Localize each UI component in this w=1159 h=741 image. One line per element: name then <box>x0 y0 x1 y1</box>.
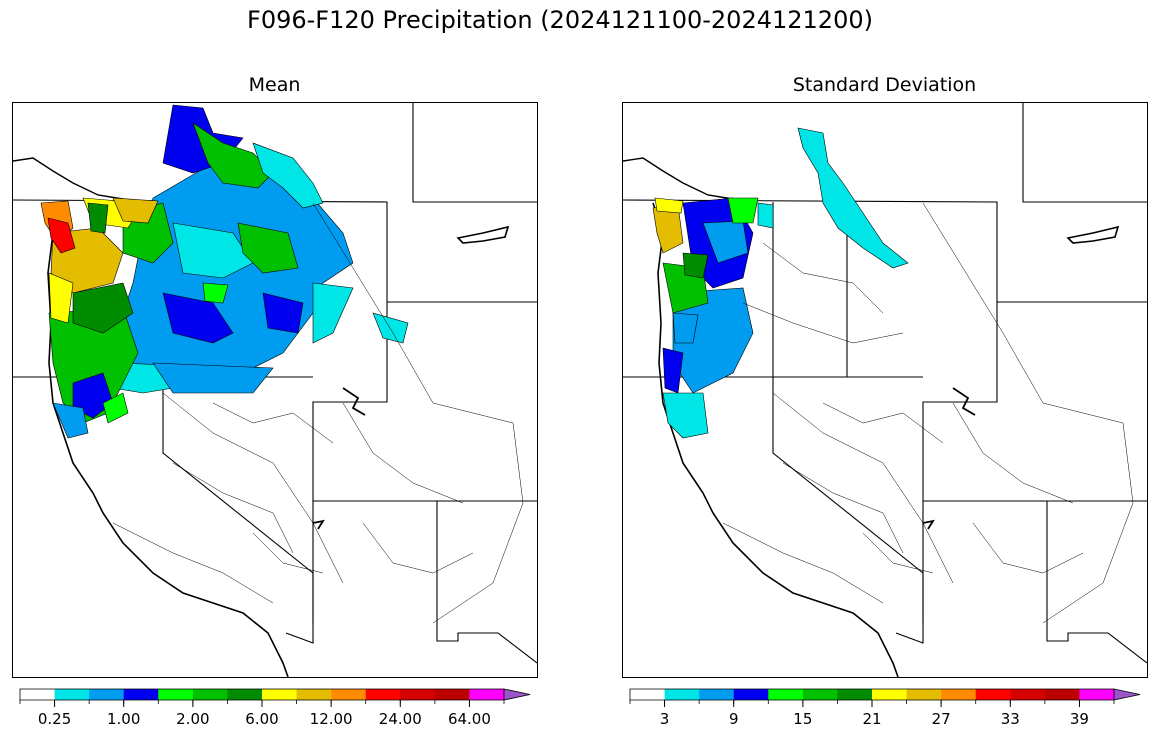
colorbar-swatch <box>192 689 228 700</box>
colorbar-swatch <box>227 689 263 700</box>
colorbar-swatch <box>630 689 666 700</box>
panel-title-mean: Mean <box>248 74 301 96</box>
colorbar-extend-arrow <box>503 688 531 701</box>
colorbar-extend-arrow <box>1113 688 1141 701</box>
colorbar-tick-label: 1.00 <box>107 710 140 728</box>
colorbar-swatch <box>1010 689 1046 700</box>
colorbar-tick-label: 0.25 <box>38 710 71 728</box>
colorbar-swatch <box>54 689 90 700</box>
colorbar-swatch <box>906 689 942 700</box>
colorbar-tick-label: 21 <box>862 710 881 728</box>
basin-outlines <box>112 202 524 624</box>
figure-title: F096-F120 Precipitation (2024121100-2024… <box>247 6 873 34</box>
colorbar-tick-label: 33 <box>1001 710 1020 728</box>
colorbar-swatch <box>331 689 367 700</box>
precip-basins <box>40 104 409 439</box>
colorbar-svg: 3 9 15 21 27 33 39 <box>629 688 1141 728</box>
colorbar-swatch <box>89 689 125 700</box>
colorbar-swatch <box>1079 689 1115 700</box>
colorbar-tick-label: 2.00 <box>176 710 209 728</box>
stddev-map <box>623 103 1147 677</box>
colorbar-tick-label: 64.00 <box>448 710 491 728</box>
colorbar-mean: 0.25 1.00 2.00 6.00 12.00 24.00 64.00 <box>19 688 540 728</box>
colorbar-swatch <box>296 689 332 700</box>
colorbar-tick-label: 39 <box>1070 710 1089 728</box>
colorbar-swatch <box>837 689 873 700</box>
colorbar-svg: 0.25 1.00 2.00 6.00 12.00 24.00 64.00 <box>19 688 531 728</box>
map-panel-stddev[interactable] <box>622 102 1148 678</box>
colorbar-swatch <box>20 689 56 700</box>
colorbar-swatch <box>365 689 401 700</box>
colorbar-tick-label: 12.00 <box>310 710 353 728</box>
colorbar-swatch <box>664 689 700 700</box>
colorbar-swatch <box>123 689 159 700</box>
colorbar-swatch <box>768 689 804 700</box>
colorbar-swatch <box>733 689 769 700</box>
colorbar-tick-label: 3 <box>660 710 670 728</box>
colorbar-tick-label: 15 <box>793 710 812 728</box>
colorbar-swatch <box>872 689 908 700</box>
map-panel-mean[interactable] <box>12 102 538 678</box>
colorbar-swatch <box>1044 689 1080 700</box>
basin-outlines <box>722 202 1134 624</box>
colorbar-swatch <box>434 689 470 700</box>
colorbar-tick-label: 9 <box>729 710 739 728</box>
stddev-basins <box>652 127 909 439</box>
colorbar-swatch <box>699 689 735 700</box>
panel-title-stddev: Standard Deviation <box>792 74 977 96</box>
colorbar-swatch <box>262 689 298 700</box>
colorbar-swatch <box>975 689 1011 700</box>
colorbar-stddev: 3 9 15 21 27 33 39 <box>629 688 1150 728</box>
colorbar-swatch <box>469 689 505 700</box>
colorbar-swatch <box>802 689 838 700</box>
state-boundaries <box>623 103 1147 664</box>
colorbar-tick-label: 27 <box>932 710 951 728</box>
mean-map <box>13 103 537 677</box>
colorbar-swatch <box>941 689 977 700</box>
colorbar-tick-label: 24.00 <box>379 710 422 728</box>
colorbar-tick-label: 6.00 <box>245 710 278 728</box>
colorbar-swatch <box>400 689 436 700</box>
colorbar-swatch <box>158 689 194 700</box>
